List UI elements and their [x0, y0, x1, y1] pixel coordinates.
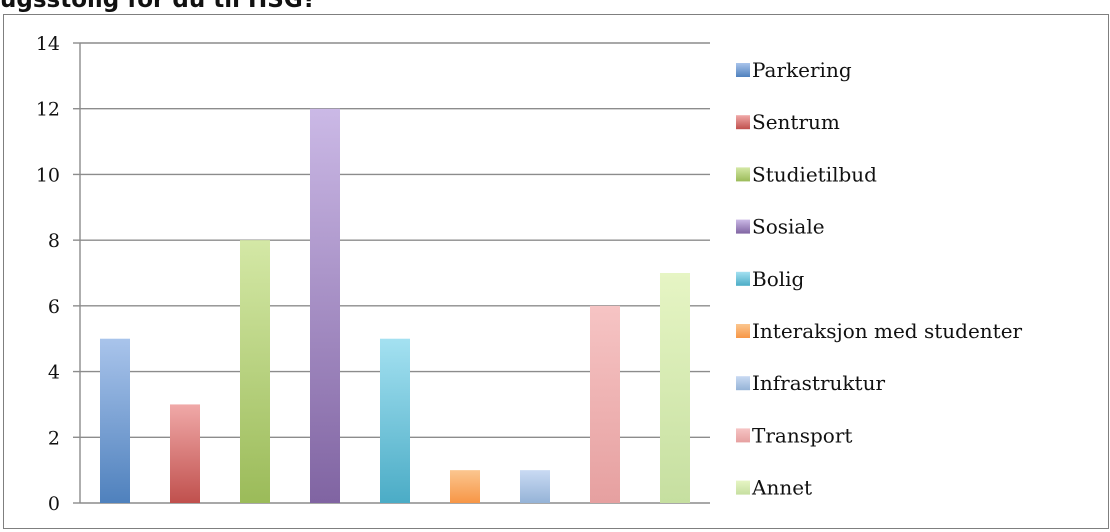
legend-label: Annet	[751, 476, 812, 500]
bar-infrastruktur	[520, 470, 550, 503]
chart-frame	[3, 14, 1109, 529]
bar-annet	[660, 273, 690, 503]
y-tick-label: 12	[36, 99, 60, 121]
y-tick-label: 14	[36, 33, 60, 55]
legend-swatch	[736, 167, 750, 182]
legend-label: Sosiale	[752, 215, 825, 239]
bar-parkering	[100, 338, 130, 503]
legend: Parkering Sentrum Studietilbud Sosiale Bolig…	[736, 58, 1023, 500]
bar-transport	[590, 305, 620, 503]
legend-swatch	[736, 219, 750, 234]
legend-label: Parkering	[752, 58, 852, 82]
chart-heading-cut: ugsstoiig for du til HSG?	[0, 0, 317, 13]
y-tick-label: 4	[48, 362, 60, 384]
y-axis-ticks: 0 2 4 6 8 10 12 14	[36, 33, 80, 515]
bar-studietilbud	[240, 240, 270, 503]
legend-label: Bolig	[752, 267, 805, 291]
y-tick-label: 8	[48, 230, 60, 252]
legend-label: Infrastruktur	[752, 371, 885, 395]
legend-label: Interaksjon med studenter	[752, 319, 1023, 343]
legend-label: Transport	[752, 423, 852, 447]
legend-label: Studietilbud	[752, 162, 877, 186]
legend-swatch	[736, 428, 750, 443]
bar-sosiale	[310, 108, 340, 503]
y-tick-label: 2	[48, 427, 60, 449]
y-tick-label: 10	[36, 164, 60, 186]
legend-swatch	[736, 63, 750, 77]
legend-swatch	[736, 115, 750, 130]
legend-swatch	[736, 376, 750, 391]
legend-swatch	[736, 271, 750, 286]
bar-bolig	[380, 338, 410, 503]
legend-label: Sentrum	[752, 110, 840, 134]
legend-swatch	[736, 324, 750, 338]
bar-sentrum	[170, 404, 200, 503]
legend-swatch	[736, 480, 750, 495]
y-tick-label: 0	[48, 493, 60, 515]
y-tick-label: 6	[48, 296, 60, 318]
bar-interaksjon-med-studenter	[450, 470, 480, 503]
bars	[100, 108, 690, 503]
